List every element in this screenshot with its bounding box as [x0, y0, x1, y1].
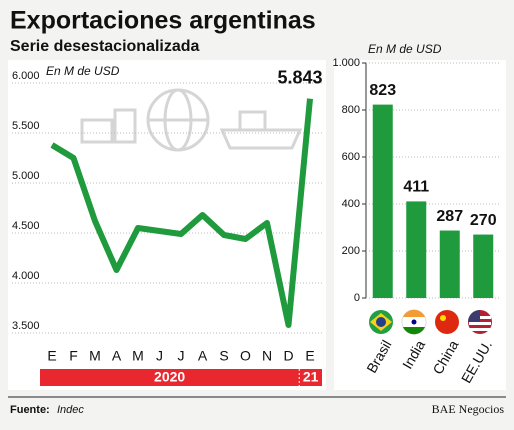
line: [50, 98, 313, 328]
year-band: [40, 369, 322, 386]
axis-label: En M de USD: [46, 64, 120, 78]
y-tick-label: 600: [342, 151, 360, 163]
year-label: 21: [303, 369, 319, 385]
x-tick-label: A: [198, 348, 208, 364]
x-tick-label: E: [305, 348, 314, 364]
data-label: 5.843: [277, 67, 322, 87]
data-label: 270: [470, 212, 497, 229]
x-tick-label: M: [132, 348, 144, 364]
y-tick-label: 4.500: [12, 220, 40, 232]
bar: [372, 104, 393, 298]
x-tick-label: J: [178, 348, 185, 364]
bar: [439, 230, 460, 298]
line-panel: [8, 60, 326, 390]
x-tick-label: A: [112, 348, 122, 364]
y-tick-label: 200: [342, 245, 360, 257]
subtitle: Serie desestacionalizada: [10, 38, 200, 55]
source: Indec: [57, 404, 84, 416]
x-tick-label: N: [262, 348, 272, 364]
y-tick-label: 5.000: [12, 170, 40, 182]
y-tick-label: 1.000: [332, 57, 360, 69]
y-tick-label: 6.000: [12, 70, 40, 82]
source-label: Fuente:: [10, 404, 50, 416]
data-label: 287: [436, 208, 463, 225]
x-tick-label: F: [69, 348, 78, 364]
x-tick-label: S: [219, 348, 228, 364]
x-tick-label: M: [89, 348, 101, 364]
credit: BAE Negocios: [432, 402, 505, 416]
data-label: 823: [369, 82, 396, 99]
y-tick-label: 5.500: [12, 120, 40, 132]
x-tick-label: E: [47, 348, 56, 364]
bar: [473, 234, 494, 298]
x-tick-label: D: [283, 348, 293, 364]
y-tick-label: 3.500: [12, 320, 40, 332]
y-tick-label: 800: [342, 104, 360, 116]
x-tick-label: J: [156, 348, 163, 364]
decor-icons: [80, 88, 303, 152]
axis-label: En M de USD: [368, 42, 442, 56]
title: Exportaciones argentinas: [10, 7, 316, 35]
x-tick-label: O: [240, 348, 251, 364]
year-label: 2020: [154, 369, 185, 385]
flags: [369, 309, 492, 335]
data-label: 411: [403, 179, 429, 196]
y-tick-label: 0: [354, 292, 360, 304]
y-tick-label: 4.000: [12, 270, 40, 282]
y-tick-label: 400: [342, 198, 360, 210]
bar: [406, 201, 427, 298]
